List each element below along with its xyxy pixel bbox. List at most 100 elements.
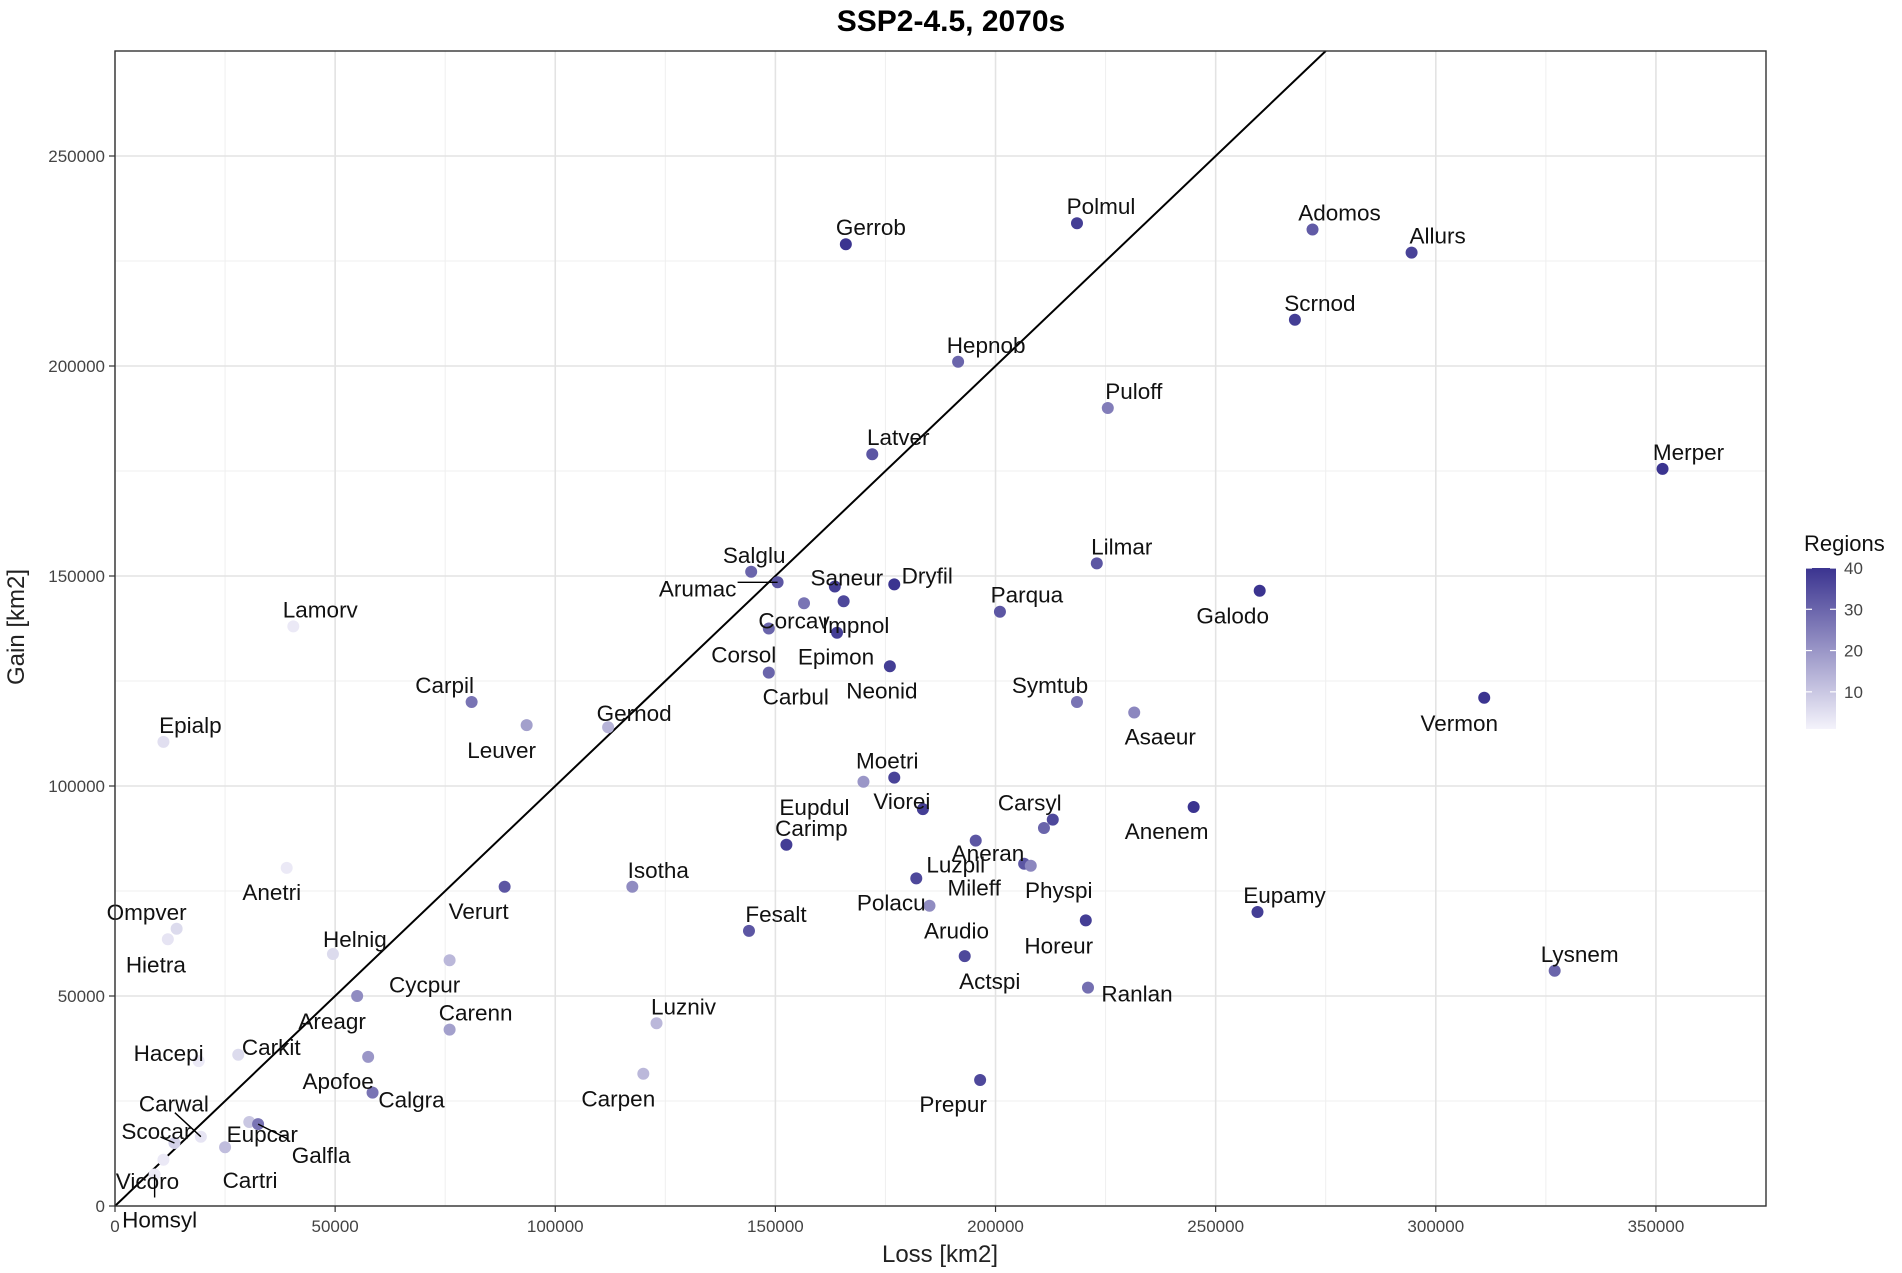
point-label: Luzpil [926,853,985,878]
point-label: Corcav [758,608,830,633]
point-label: Symtub [1012,673,1088,698]
point-label: Carbul [763,685,829,710]
point-label: Merper [1653,440,1725,465]
point-label: Arumac [659,576,737,601]
data-point [1128,706,1141,719]
point-label: Carimp [775,816,848,841]
legend-tick-label: 10 [1844,683,1863,702]
data-point [1253,584,1266,597]
point-label: Allurs [1409,224,1465,249]
label-leader [174,1112,202,1138]
grid [114,51,1766,1207]
point-label: Cycpur [389,972,461,997]
label-leader [257,1123,289,1140]
point-label: Polacu [857,890,926,915]
point-labels: Gerrob Polmul Adomos Allurs Scrnod Hepnob Pulo… [107,194,1725,1232]
data-point [1656,462,1669,475]
data-point [974,1074,987,1086]
point-label: Ranlan [1101,982,1172,1007]
x-tick-label: 250000 [1187,1217,1244,1236]
point-label: Impnol [822,613,890,638]
data-point [443,1023,456,1036]
data-point [520,719,533,732]
data-point [170,922,183,935]
point-label: Lamorv [283,597,359,622]
point-label: Saneur [811,566,884,591]
data-point [650,1017,663,1030]
data-point [952,355,965,368]
identity-line [114,50,1327,1207]
point-label: Aneran [952,841,1025,866]
data-point [280,861,293,874]
point-label: Horeur [1024,933,1093,958]
point-label: Vicoro [116,1169,179,1194]
point-label: Scocar [121,1119,192,1144]
data-point [157,1153,170,1166]
color-legend: Regions 10 20 30 40 [1804,531,1885,729]
point-label: Calgra [378,1088,445,1113]
point-label: Epimon [798,645,874,670]
point-label: Carkit [242,1035,302,1060]
data-point [366,1086,379,1099]
data-point [798,597,811,610]
data-point [1079,914,1092,927]
data-point [465,696,478,708]
data-point [602,721,615,734]
x-axis-title: Loss [km2] [882,1241,998,1268]
point-label: Physpi [1025,878,1093,903]
point-label: Asaeur [1125,725,1197,750]
data-point [1070,217,1083,230]
point-label: Apofoe [302,1069,373,1094]
data-point [742,924,755,937]
chart-title: SSP2-4.5, 2070s [837,5,1066,38]
point-label: Gernod [597,701,672,726]
data-point [923,899,936,912]
data-point [1251,906,1264,918]
data-point [498,880,511,893]
data-point [1024,859,1037,872]
data-points [148,217,1669,1181]
x-tick-label: 0 [110,1217,119,1236]
point-label: Corsol [711,643,776,668]
point-label: Isotha [628,858,690,883]
point-label: Eupdul [779,795,849,820]
y-tick-label: 100000 [48,777,105,796]
point-label: Anetri [242,880,301,905]
point-label: Neonid [846,678,917,703]
point-label: Leuver [467,738,536,763]
data-point [831,626,844,639]
data-point [1478,691,1491,704]
point-label: Ompver [107,900,188,925]
data-point [910,872,923,885]
point-label: Eupamy [1243,883,1326,908]
data-point [839,238,852,251]
y-tick-label: 0 [96,1197,105,1216]
point-label: Vermon [1420,711,1498,736]
plot-panel [115,51,1766,1206]
point-label: Anenem [1125,819,1209,844]
point-label: Polmul [1067,194,1136,219]
point-label: Fesalt [745,902,807,927]
point-label: Luzniv [651,994,717,1019]
point-label: Cartri [223,1168,278,1193]
data-point [443,954,456,967]
point-label: Adomos [1298,201,1381,226]
data-point [232,1048,245,1061]
point-label: Homsyl [122,1208,197,1233]
data-point [958,950,971,963]
x-tick-label: 350000 [1628,1217,1685,1236]
legend-tick-label: 30 [1844,600,1863,619]
data-point [161,933,174,946]
point-label: Carsyl [998,791,1062,816]
data-point [993,605,1006,618]
point-label: Salglu [723,543,786,568]
data-point [969,834,982,847]
data-point [780,838,793,851]
point-label: Carpil [415,673,474,698]
x-tick-label: 300000 [1407,1217,1464,1236]
y-axis-title: Gain [km2] [3,569,30,685]
data-point [1101,402,1114,414]
data-point [1187,801,1200,813]
data-point [1070,696,1083,708]
